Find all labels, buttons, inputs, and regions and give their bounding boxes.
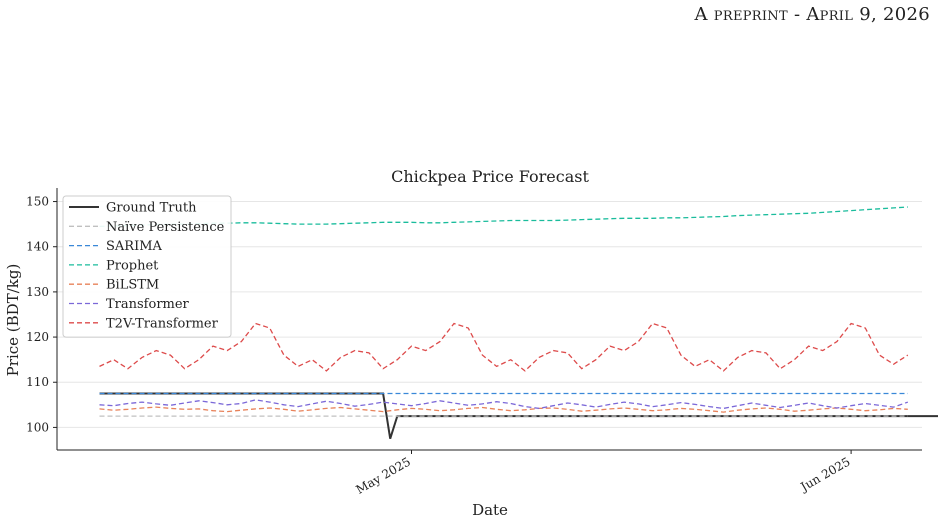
series-line-4 bbox=[99, 406, 908, 413]
series-layer bbox=[99, 206, 938, 439]
y-tick-label: 140 bbox=[26, 240, 49, 254]
legend: Ground Truth Naïve Persistence SARIMA Proph… bbox=[62, 195, 232, 338]
page-header: A preprint - April 9, 2026 bbox=[694, 4, 930, 25]
legend-box bbox=[62, 195, 232, 338]
legend-label: Prophet bbox=[106, 258, 159, 273]
legend-label: BiLSTM bbox=[106, 278, 159, 293]
y-tick-label: 150 bbox=[26, 195, 49, 209]
y-tick-label: 130 bbox=[26, 285, 49, 299]
legend-label: SARIMA bbox=[106, 239, 163, 254]
legend-label: Transformer bbox=[106, 297, 190, 312]
series-line-6 bbox=[99, 322, 909, 372]
series-line-3 bbox=[99, 206, 908, 228]
y-axis-title: Price (BDT/kg) bbox=[4, 264, 22, 377]
series-line-5 bbox=[99, 399, 909, 410]
grid-lines bbox=[57, 201, 922, 428]
x-tick-label: Jun 2025 bbox=[797, 454, 853, 494]
legend-label: Naïve Persistence bbox=[106, 220, 225, 235]
chart-title: Chickpea Price Forecast bbox=[391, 167, 589, 186]
x-tick-label: May 2025 bbox=[354, 454, 413, 496]
axes bbox=[56, 188, 922, 451]
y-tick-label: 100 bbox=[26, 420, 49, 434]
y-tick-label: 120 bbox=[26, 330, 49, 344]
legend-label: T2V-Transformer bbox=[106, 316, 219, 331]
x-axis-title: Date bbox=[472, 501, 508, 519]
legend-label: Ground Truth bbox=[106, 201, 197, 216]
y-tick-label: 110 bbox=[26, 375, 49, 389]
